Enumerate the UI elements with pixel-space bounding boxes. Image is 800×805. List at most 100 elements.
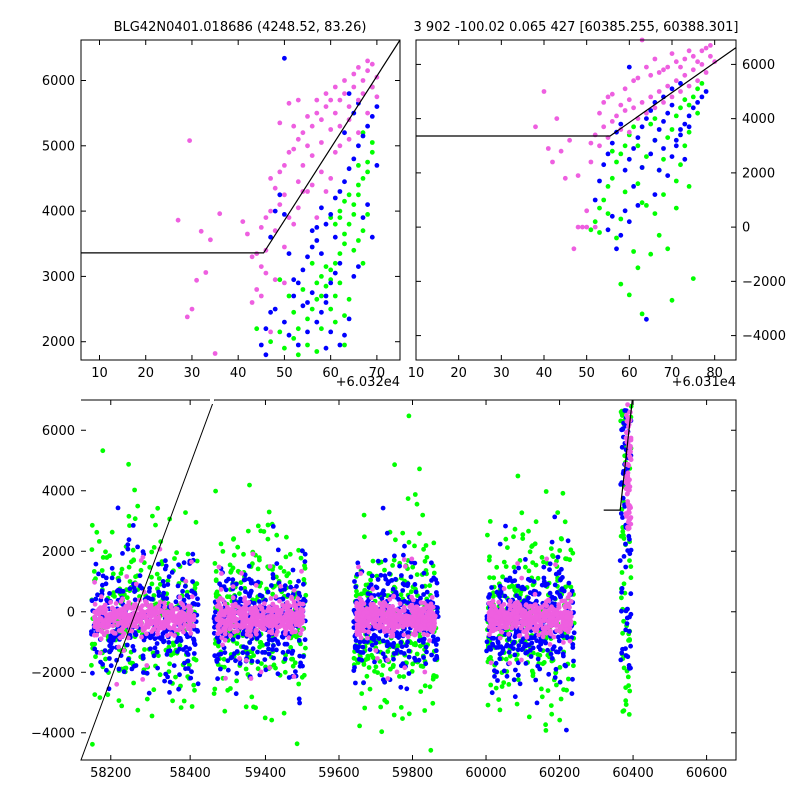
right-point-magenta xyxy=(678,89,683,94)
lc-point-blue xyxy=(570,645,576,650)
lc-point-blue xyxy=(190,551,196,557)
lc-point-blue xyxy=(230,577,236,583)
lc-point-magenta xyxy=(564,627,569,633)
lc-point-blue xyxy=(234,649,240,654)
lc-point-green xyxy=(302,563,307,568)
left-point-green xyxy=(319,293,324,299)
left-point-green xyxy=(295,352,301,358)
lc-point-green xyxy=(142,647,147,652)
lc-point-blue xyxy=(262,657,268,662)
left-point-magenta xyxy=(254,251,260,256)
lc-point-blue xyxy=(195,602,201,608)
lc-point-magenta xyxy=(511,621,516,627)
left-point-blue xyxy=(305,300,310,305)
right-point-blue xyxy=(648,108,654,113)
lc-point-green xyxy=(397,674,402,679)
bottom-ytick-label: 4000 xyxy=(42,484,75,499)
lc-point-magenta xyxy=(394,669,400,675)
lc-point-blue xyxy=(558,646,563,651)
lc-point-green xyxy=(156,576,162,581)
lc-point-green xyxy=(361,662,367,667)
lc-point-blue xyxy=(108,663,114,669)
lc-point-blue xyxy=(92,646,98,652)
right-point-magenta xyxy=(695,59,700,65)
lc-point-blue xyxy=(619,589,624,595)
lc-point-magenta xyxy=(289,619,294,625)
lc-point-blue xyxy=(139,585,145,591)
lc-point-green xyxy=(527,549,533,555)
lc-point-blue xyxy=(381,638,386,644)
left-ytick-label: 3000 xyxy=(42,270,75,285)
right-point-blue xyxy=(605,227,611,233)
lc-point-magenta xyxy=(529,617,534,623)
lc-point-green xyxy=(414,651,420,657)
right-xtick-label: 50 xyxy=(578,366,595,381)
lc-point-blue xyxy=(263,667,269,673)
lc-point-green xyxy=(172,556,177,561)
lc-point-green xyxy=(385,649,391,654)
lc-point-magenta xyxy=(144,663,150,668)
lc-point-green xyxy=(90,741,95,747)
lc-point-blue xyxy=(553,666,559,672)
lc-point-blue xyxy=(384,530,390,536)
lc-point-blue xyxy=(626,665,632,671)
lc-point-green xyxy=(559,536,564,542)
lc-point-magenta xyxy=(134,624,139,630)
left-point-blue xyxy=(351,156,357,162)
lc-point-magenta xyxy=(131,605,136,611)
lc-point-magenta xyxy=(627,445,633,451)
lc-point-green xyxy=(513,589,519,594)
lc-point-green xyxy=(390,563,395,568)
lc-point-magenta xyxy=(293,629,298,635)
right-point-blue xyxy=(601,162,607,168)
left-point-magenta xyxy=(305,114,310,119)
lc-point-magenta xyxy=(235,628,240,634)
lc-point-blue xyxy=(618,511,624,516)
lc-point-green xyxy=(184,589,190,595)
axes-frame-bottom xyxy=(80,399,737,761)
lc-point-green xyxy=(166,644,172,650)
right-point-blue xyxy=(678,132,683,138)
left-point-blue xyxy=(365,123,370,129)
lc-point-magenta xyxy=(520,609,526,615)
lc-point-magenta xyxy=(140,628,146,633)
lc-point-blue xyxy=(531,579,537,584)
right-point-magenta xyxy=(597,110,602,116)
lc-point-magenta xyxy=(144,631,149,637)
lc-point-green xyxy=(560,490,566,496)
left-point-green xyxy=(328,267,334,273)
right-point-blue xyxy=(682,156,688,162)
lc-point-green xyxy=(303,645,308,651)
lc-point-magenta xyxy=(415,618,421,624)
left-point-blue xyxy=(314,238,320,243)
lc-point-magenta xyxy=(365,635,370,641)
lc-point-green xyxy=(193,519,199,525)
lc-point-magenta xyxy=(370,586,376,592)
lc-point-magenta xyxy=(218,619,223,625)
right-point-magenta xyxy=(690,53,696,59)
lc-point-magenta xyxy=(421,609,427,614)
left-point-blue xyxy=(300,303,306,309)
lc-point-magenta xyxy=(157,599,163,605)
zoom-panel-right: 3 902 -100.02 0.065 427 [60385.255, 6038… xyxy=(408,20,786,390)
lc-point-magenta xyxy=(92,579,97,585)
lc-point-blue xyxy=(430,638,436,644)
lc-point-blue xyxy=(547,561,553,567)
lc-point-blue xyxy=(502,593,508,599)
lc-point-magenta xyxy=(108,599,113,605)
right-ytick-label: 0 xyxy=(742,221,750,236)
lc-point-blue xyxy=(166,574,172,580)
right-point-green xyxy=(631,124,636,130)
left-point-magenta xyxy=(189,306,195,312)
lc-point-blue xyxy=(167,690,172,695)
lc-point-magenta xyxy=(275,629,280,635)
lc-point-blue xyxy=(494,589,500,595)
lc-point-magenta xyxy=(97,650,103,656)
left-point-blue xyxy=(286,251,292,256)
lc-point-magenta xyxy=(133,601,138,607)
lc-point-magenta xyxy=(253,620,259,626)
lc-point-green xyxy=(266,509,272,515)
lc-point-blue xyxy=(495,678,500,683)
lc-point-blue xyxy=(429,652,434,658)
lc-point-green xyxy=(194,558,200,564)
